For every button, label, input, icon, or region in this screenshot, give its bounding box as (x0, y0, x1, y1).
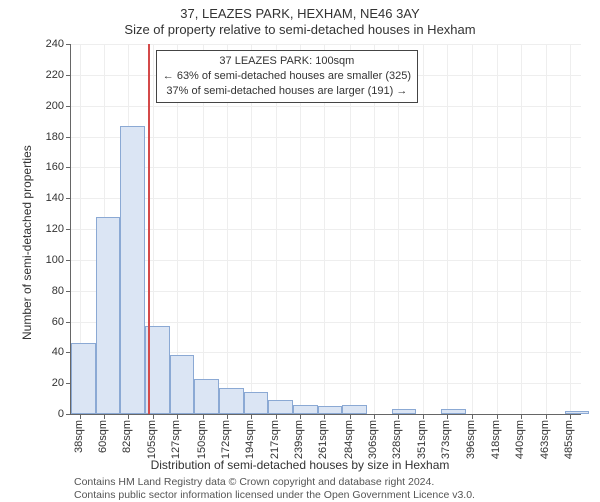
xtick-label: 396sqm (465, 420, 477, 459)
xtick-label: 485sqm (563, 420, 575, 459)
histogram-bar (268, 400, 293, 414)
xtick-mark (324, 414, 325, 419)
xtick-mark (570, 414, 571, 419)
xtick-mark (153, 414, 154, 419)
histogram-bar (318, 406, 343, 414)
ytick-mark (66, 44, 71, 45)
ytick-mark (66, 322, 71, 323)
ytick-mark (66, 260, 71, 261)
histogram-bar (392, 409, 417, 414)
xtick-mark (398, 414, 399, 419)
xtick-label: 38sqm (73, 420, 85, 453)
info-box-line: 37 LEAZES PARK: 100sqm (163, 54, 411, 69)
info-box-line: ← 63% of semi-detached houses are smalle… (163, 69, 411, 84)
xtick-label: 239sqm (293, 420, 305, 459)
gridline-v (521, 44, 522, 414)
plot-area: 37 LEAZES PARK: 100sqm← 63% of semi-deta… (70, 44, 581, 415)
y-axis-label: Number of semi-detached properties (20, 145, 34, 340)
ytick-mark (66, 414, 71, 415)
xtick-label: 418sqm (490, 420, 502, 459)
ytick-mark (66, 137, 71, 138)
ytick-label: 160 (24, 161, 64, 173)
xtick-mark (350, 414, 351, 419)
marker-line (148, 44, 150, 414)
gridline-v (423, 44, 424, 414)
xtick-label: 60sqm (97, 420, 109, 453)
xtick-label: 105sqm (146, 420, 158, 459)
xtick-mark (251, 414, 252, 419)
info-box-line: 37% of semi-detached houses are larger (… (163, 84, 411, 99)
xtick-mark (276, 414, 277, 419)
xtick-mark (423, 414, 424, 419)
chart-title-main: 37, LEAZES PARK, HEXHAM, NE46 3AY (0, 6, 600, 21)
ytick-mark (66, 106, 71, 107)
xtick-mark (203, 414, 204, 419)
xtick-label: 306sqm (367, 420, 379, 459)
ytick-label: 100 (24, 254, 64, 266)
histogram-bar (194, 379, 219, 414)
xtick-label: 463sqm (539, 420, 551, 459)
xtick-mark (447, 414, 448, 419)
ytick-label: 20 (24, 377, 64, 389)
ytick-label: 180 (24, 131, 64, 143)
gridline-v (570, 44, 571, 414)
xtick-mark (521, 414, 522, 419)
histogram-bar (342, 405, 367, 414)
xtick-mark (497, 414, 498, 419)
ytick-label: 0 (24, 408, 64, 420)
xtick-mark (104, 414, 105, 419)
gridline-v (497, 44, 498, 414)
gridline-v (472, 44, 473, 414)
histogram-bar (293, 405, 318, 414)
xtick-label: 373sqm (440, 420, 452, 459)
xtick-label: 217sqm (269, 420, 281, 459)
gridline-v (447, 44, 448, 414)
ytick-label: 220 (24, 69, 64, 81)
histogram-bar (244, 392, 269, 414)
ytick-mark (66, 291, 71, 292)
xtick-label: 440sqm (514, 420, 526, 459)
histogram-bar (71, 343, 96, 414)
xtick-mark (227, 414, 228, 419)
ytick-label: 120 (24, 223, 64, 235)
ytick-mark (66, 75, 71, 76)
xtick-label: 172sqm (220, 420, 232, 459)
xtick-label: 150sqm (196, 420, 208, 459)
ytick-label: 80 (24, 285, 64, 297)
ytick-label: 140 (24, 192, 64, 204)
xtick-mark (546, 414, 547, 419)
histogram-bar (441, 409, 466, 414)
xtick-label: 351sqm (416, 420, 428, 459)
xtick-label: 82sqm (121, 420, 133, 453)
xtick-mark (177, 414, 178, 419)
ytick-label: 240 (24, 38, 64, 50)
info-box: 37 LEAZES PARK: 100sqm← 63% of semi-deta… (156, 50, 418, 103)
ytick-mark (66, 229, 71, 230)
histogram-bar (170, 355, 195, 414)
xtick-mark (472, 414, 473, 419)
ytick-label: 40 (24, 346, 64, 358)
xtick-mark (374, 414, 375, 419)
ytick-mark (66, 167, 71, 168)
histogram-bar (565, 411, 590, 414)
ytick-label: 200 (24, 100, 64, 112)
histogram-bar (219, 388, 244, 414)
xtick-label: 194sqm (244, 420, 256, 459)
ytick-label: 60 (24, 316, 64, 328)
ytick-mark (66, 198, 71, 199)
xtick-label: 261sqm (317, 420, 329, 459)
x-axis-label: Distribution of semi-detached houses by … (0, 458, 600, 472)
xtick-mark (128, 414, 129, 419)
xtick-mark (80, 414, 81, 419)
xtick-label: 328sqm (391, 420, 403, 459)
gridline-v (546, 44, 547, 414)
histogram-bar (120, 126, 145, 414)
chart-title-sub: Size of property relative to semi-detach… (0, 22, 600, 37)
xtick-mark (300, 414, 301, 419)
xtick-label: 284sqm (343, 420, 355, 459)
xtick-label: 127sqm (170, 420, 182, 459)
histogram-bar (96, 217, 121, 414)
